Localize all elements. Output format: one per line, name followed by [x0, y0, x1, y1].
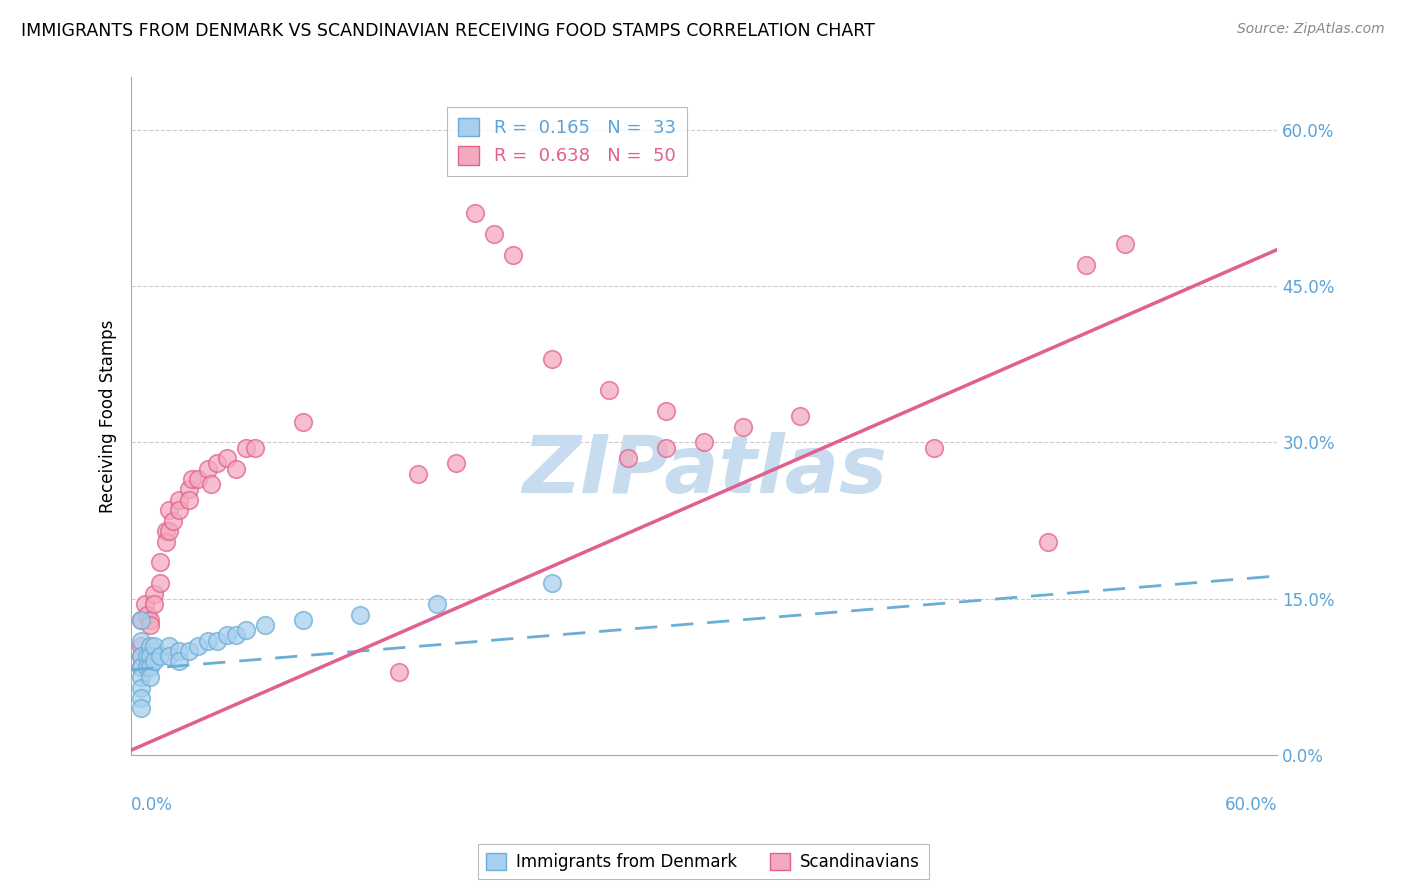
Point [143, 587, 166, 601]
Point [789, 409, 811, 424]
Point [167, 644, 190, 658]
Point [129, 690, 152, 705]
Point [215, 451, 238, 466]
Point [139, 670, 162, 684]
Point [215, 628, 238, 642]
Point [159, 503, 181, 517]
Point [149, 576, 172, 591]
Point [139, 649, 162, 664]
Point [159, 639, 181, 653]
Text: ZIPatlas: ZIPatlas [522, 432, 887, 509]
Point [135, 649, 157, 664]
Point [129, 659, 152, 673]
Point [149, 556, 172, 570]
Point [187, 639, 209, 653]
Point [129, 701, 152, 715]
Point [693, 435, 716, 450]
Point [482, 227, 505, 241]
Point [253, 618, 276, 632]
Point [177, 644, 200, 658]
Point [139, 639, 162, 653]
Point [617, 451, 640, 466]
Point [135, 607, 157, 622]
Point [129, 613, 152, 627]
Point [1114, 237, 1136, 252]
Text: 60.0%: 60.0% [1225, 796, 1278, 814]
Point [1076, 258, 1098, 272]
Point [139, 613, 162, 627]
Point [292, 415, 315, 429]
Point [225, 628, 247, 642]
Point [205, 456, 228, 470]
Point [167, 655, 190, 669]
Point [143, 597, 166, 611]
Point [129, 670, 152, 684]
Point [149, 649, 172, 664]
Point [187, 472, 209, 486]
Point [444, 456, 467, 470]
Point [167, 492, 190, 507]
Point [502, 248, 524, 262]
Point [225, 461, 247, 475]
Point [655, 441, 678, 455]
Point [129, 639, 152, 653]
Point [598, 384, 620, 398]
Point [129, 681, 152, 695]
Point [464, 206, 486, 220]
Point [205, 633, 228, 648]
Point [655, 404, 678, 418]
Point [245, 441, 267, 455]
Point [159, 524, 181, 538]
Point [540, 352, 562, 367]
Point [129, 649, 152, 664]
Point [177, 492, 200, 507]
Point [139, 659, 162, 673]
Point [129, 633, 152, 648]
Y-axis label: Receiving Food Stamps: Receiving Food Stamps [100, 319, 117, 513]
Point [155, 524, 177, 538]
Point [349, 607, 371, 622]
Text: Source: ZipAtlas.com: Source: ZipAtlas.com [1237, 22, 1385, 37]
Point [167, 503, 190, 517]
Point [426, 597, 449, 611]
Point [235, 441, 257, 455]
Point [159, 649, 181, 664]
Text: IMMIGRANTS FROM DENMARK VS SCANDINAVIAN RECEIVING FOOD STAMPS CORRELATION CHART: IMMIGRANTS FROM DENMARK VS SCANDINAVIAN … [21, 22, 875, 40]
Point [181, 472, 204, 486]
Point [197, 461, 219, 475]
Text: 0.0%: 0.0% [131, 796, 173, 814]
Point [731, 420, 754, 434]
Point [235, 623, 257, 637]
Point [388, 665, 411, 679]
Point [1036, 534, 1059, 549]
Point [155, 534, 177, 549]
Point [143, 655, 166, 669]
Point [197, 633, 219, 648]
Point [177, 483, 200, 497]
Point [406, 467, 429, 481]
Point [139, 618, 162, 632]
Point [540, 576, 562, 591]
Point [200, 477, 222, 491]
Point [922, 441, 945, 455]
Point [135, 659, 157, 673]
Point [129, 649, 152, 664]
Point [129, 613, 152, 627]
Legend: R =  0.165   N =  33, R =  0.638   N =  50: R = 0.165 N = 33, R = 0.638 N = 50 [447, 107, 686, 177]
Point [162, 514, 184, 528]
Point [143, 639, 166, 653]
Legend: Immigrants from Denmark, Scandinavians: Immigrants from Denmark, Scandinavians [478, 845, 928, 880]
Point [129, 659, 152, 673]
Point [292, 613, 315, 627]
Point [134, 597, 156, 611]
